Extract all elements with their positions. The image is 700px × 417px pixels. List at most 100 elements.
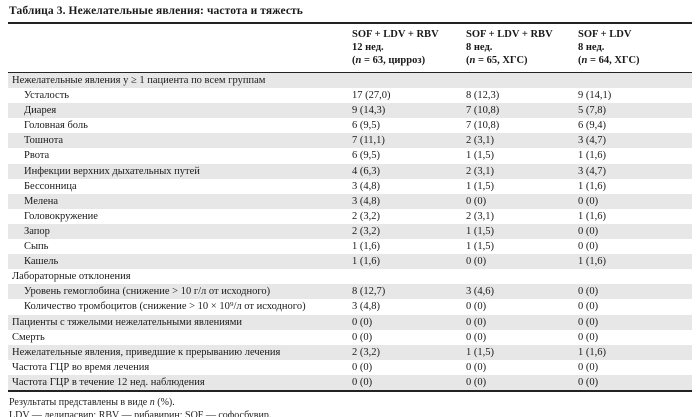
row-value: 0 (0): [466, 316, 487, 328]
table-row: Нежелательные явления у ≥ 1 пациента по …: [8, 73, 692, 89]
row-value: [464, 269, 576, 284]
row-value: 0 (0): [578, 301, 599, 313]
header-n-prefix: (: [466, 55, 470, 66]
table-row: Кашель 1 (1,6) 0 (0) 1 (1,6): [8, 254, 692, 270]
table-row: Запор 2 (3,2) 1 (1,5) 0 (0): [8, 223, 692, 240]
row-value: 1 (1,6): [578, 210, 606, 222]
row-value: 2 (3,1): [466, 165, 494, 177]
header-n-prefix: (: [578, 55, 582, 66]
row-value: 3 (4,8): [352, 195, 380, 207]
table-row: Нежелательные явления, приведшие к преры…: [8, 344, 692, 360]
table-row: Тошнота 7 (11,1) 2 (3,1) 3 (4,7): [8, 133, 692, 149]
row-label: Пациенты с тяжелыми нежелательными явлен…: [12, 316, 242, 328]
table-row: Инфекции верхних дыхательных путей 4 (6,3…: [8, 163, 692, 179]
header-n-prefix: (: [352, 55, 356, 66]
row-value: 1 (1,6): [578, 150, 606, 162]
row-value: [576, 73, 692, 88]
header-n: (n = 63, цирроз): [352, 54, 464, 67]
row-value: 0 (0): [578, 361, 599, 373]
table-row: Усталость 17 (27,0) 8 (12,3) 9 (14,1): [8, 88, 692, 103]
row-value: 5 (7,8): [578, 105, 606, 117]
row-value: 0 (0): [466, 256, 487, 268]
row-value: 2 (3,2): [352, 225, 380, 237]
row-value: 2 (3,2): [352, 210, 380, 222]
header-n-var: n: [581, 55, 588, 66]
table-row: Количество тромбоцитов (снижение > 10 × …: [8, 299, 692, 314]
footnote-results-suffix: (%).: [154, 396, 175, 408]
row-label: Тошнота: [24, 135, 64, 147]
row-label: Лабораторные отклонения: [12, 271, 131, 283]
row-label: Инфекции верхних дыхательных путей: [24, 165, 200, 177]
row-value: 2 (3,1): [466, 135, 494, 147]
table-row: Головокружение 2 (3,2) 2 (3,1) 1 (1,6): [8, 209, 692, 224]
header-stub-cell: [8, 28, 350, 67]
row-label: Уровень гемоглобина (снижение > 10 г/л о…: [24, 286, 271, 298]
header-n: (n = 64, ХГС): [578, 54, 692, 67]
row-value: 0 (0): [578, 331, 599, 343]
row-value: 1 (1,5): [466, 180, 494, 192]
row-value: 3 (4,8): [352, 301, 380, 313]
row-value: 1 (1,6): [352, 256, 380, 268]
table-row: Лабораторные отклонения: [8, 269, 692, 284]
row-value: 6 (9,5): [352, 120, 380, 132]
row-value: 1 (1,6): [578, 180, 606, 192]
header-col-sof-ldv-rbv-12w: SOF + LDV + RBV 12 нед. (n = 63, цирроз): [350, 28, 464, 67]
header-n-suffix: = 63, цирроз): [361, 55, 426, 66]
row-label: Количество тромбоцитов (снижение > 10 × …: [24, 301, 306, 313]
row-value: 0 (0): [466, 331, 487, 343]
row-value: 1 (1,6): [352, 241, 380, 253]
row-value: 7 (11,1): [352, 135, 385, 147]
header-n: (n = 65, ХГС): [466, 54, 576, 67]
row-value: 4 (6,3): [352, 165, 380, 177]
table-body: Нежелательные явления у ≥ 1 пациента по …: [8, 73, 692, 390]
table-row: Сыпь 1 (1,6) 1 (1,5) 0 (0): [8, 239, 692, 254]
row-label: Головокружение: [24, 210, 98, 222]
row-value: 1 (1,6): [578, 256, 606, 268]
row-value: 0 (0): [578, 195, 599, 207]
header-n-var: n: [355, 55, 362, 66]
header-group: SOF + LDV: [578, 29, 632, 40]
footnote-results-var: n: [149, 396, 155, 408]
row-value: 0 (0): [352, 316, 373, 328]
row-label: Частота ГЦР во время лечения: [12, 361, 150, 373]
header-n-var: n: [469, 55, 476, 66]
row-value: 0 (0): [352, 376, 373, 388]
row-label: Смерть: [12, 331, 45, 343]
row-value: 0 (0): [578, 376, 599, 388]
row-label: Рвота: [24, 150, 50, 162]
table-row: Смерть 0 (0) 0 (0) 0 (0): [8, 330, 692, 345]
header-duration: 12 нед.: [352, 42, 384, 53]
row-value: 1 (1,6): [578, 346, 606, 358]
row-value: 1 (1,5): [466, 225, 494, 237]
footnote-abbreviations: LDV — ледипасвир; RBV — рибавирин; SOF —…: [9, 409, 272, 417]
row-value: 0 (0): [578, 316, 599, 328]
row-label: Усталость: [24, 90, 70, 102]
row-value: 0 (0): [466, 195, 487, 207]
row-value: 0 (0): [352, 361, 373, 373]
row-value: 1 (1,5): [466, 150, 494, 162]
row-label: Сыпь: [24, 241, 49, 253]
row-value: 6 (9,4): [578, 120, 606, 132]
row-label: Диарея: [24, 105, 57, 117]
row-value: 0 (0): [578, 286, 599, 298]
row-value: [464, 73, 576, 88]
footnote-results-prefix: Результаты представлены в виде: [9, 396, 150, 408]
footnotes: Результаты представлены в виде n (%). LD…: [8, 392, 692, 417]
table-row: Диарея 9 (14,3) 7 (10,8) 5 (7,8): [8, 103, 692, 119]
header-col-sof-ldv-rbv-8w: SOF + LDV + RBV 8 нед. (n = 65, ХГС): [464, 28, 576, 67]
header-duration: 8 нед.: [578, 42, 605, 53]
row-label: Мелена: [24, 195, 59, 207]
row-value: 8 (12,7): [352, 286, 386, 298]
header-duration: 8 нед.: [466, 42, 493, 53]
table-row: Мелена 3 (4,8) 0 (0) 0 (0): [8, 193, 692, 209]
row-value: 17 (27,0): [352, 90, 391, 102]
table-row: Уровень гемоглобина (снижение > 10 г/л о…: [8, 284, 692, 300]
row-value: 3 (4,6): [466, 286, 494, 298]
table-header-row: SOF + LDV + RBV 12 нед. (n = 63, цирроз)…: [8, 24, 692, 73]
row-value: 0 (0): [466, 301, 487, 313]
row-value: 0 (0): [578, 241, 599, 253]
row-value: [350, 73, 464, 88]
row-label: Нежелательные явления у ≥ 1 пациента по …: [12, 75, 266, 86]
table-row: Частота ГЦР в течение 12 нед. наблюдения…: [8, 374, 692, 390]
